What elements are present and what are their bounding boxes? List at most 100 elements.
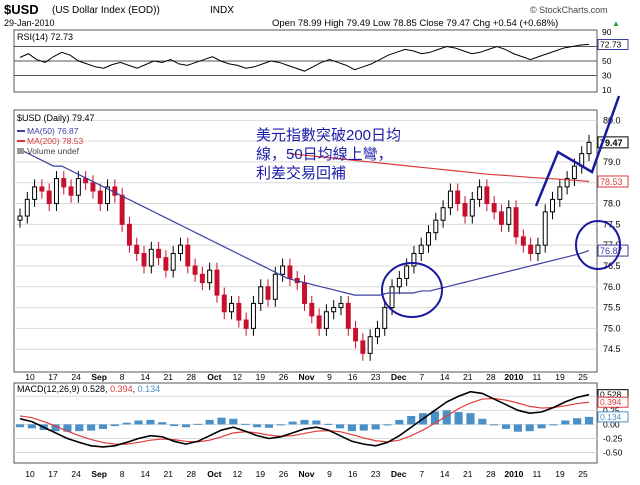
x-tick-label: 7: [419, 372, 424, 382]
candle-body: [17, 215, 23, 221]
candle-body: [338, 302, 344, 309]
candle-body: [126, 223, 132, 246]
rsi-ticks: 9070503010: [602, 27, 612, 95]
volume-legend-swatch: [17, 148, 24, 154]
candle-body: [178, 244, 183, 254]
price-tick-label: 80.0: [603, 115, 621, 125]
candle-body: [105, 186, 111, 205]
macd-hist-bar: [217, 417, 226, 425]
candle-body: [156, 248, 162, 259]
macd-line: [19, 390, 590, 448]
x-tick-label: 28: [187, 469, 197, 479]
macd-hist-bar: [27, 424, 36, 429]
macd-hist-bar: [264, 424, 274, 428]
rsi-grid: [14, 46, 597, 76]
x-tick-label: 8: [120, 372, 125, 382]
x-tick-label: 25: [578, 469, 588, 479]
candle-body: [323, 311, 329, 329]
price-panel: 80.079.579.078.578.077.577.076.576.075.5…: [13, 95, 629, 373]
macd-legend: MACD(12,26,9) 0.528, 0.394, 0.134: [17, 384, 160, 394]
price-tick-label: 76.0: [603, 282, 621, 292]
brand-label[interactable]: © StockCharts.com: [530, 5, 608, 15]
candle-body: [433, 219, 439, 234]
candle-body: [462, 203, 468, 217]
candle-body: [367, 336, 373, 354]
macd-hist-bar: [87, 424, 96, 431]
candle-body: [506, 207, 512, 225]
macd-hist-bar: [288, 421, 297, 425]
candle-body: [90, 182, 96, 192]
candle-body: [192, 265, 198, 275]
x-tick-label: 21: [164, 469, 174, 479]
candle-body: [243, 319, 249, 329]
macd-tag-box: [597, 396, 629, 408]
x-tick-label: 2010: [504, 469, 523, 479]
candle-body: [469, 198, 475, 217]
macd-tick-label: -0.50: [603, 448, 623, 458]
candle-body: [484, 186, 490, 205]
rsi-line: [19, 43, 590, 72]
x-tick-label: 14: [140, 372, 150, 382]
candle-body: [221, 294, 227, 313]
x-tick-label: 24: [71, 372, 81, 382]
candle-body: [353, 327, 359, 342]
x-tick-label: 25: [578, 372, 588, 382]
macd-hist-bar: [205, 419, 214, 425]
macd-hist-bar: [229, 418, 238, 425]
candle-body: [236, 302, 242, 321]
x-tick-label: Oct: [207, 372, 221, 382]
candle-body: [280, 265, 286, 275]
rsi-panel: RSI(14) 72.73 9070503010 72.73: [13, 27, 629, 95]
x-tick-label: 11: [533, 469, 542, 479]
candle-body: [557, 186, 563, 200]
x-tick-label: 24: [71, 469, 81, 479]
macd-hist-bar: [324, 423, 333, 425]
breakout-circle: [381, 262, 443, 318]
symbol-title: $USD: [4, 2, 39, 17]
macd-hist-bar: [584, 416, 594, 425]
macd-hist-bar: [158, 422, 167, 425]
macd-tick-label: 0.25: [603, 405, 620, 415]
ohlc-readout: Open 78.99 High 79.49 Low 78.85 Close 79…: [272, 18, 558, 29]
macd-hist-bar: [442, 410, 451, 425]
candle-body: [185, 244, 191, 267]
annotation-line-2: 線，50日均線上彎，: [256, 146, 393, 163]
x-tick-label: 26: [279, 372, 289, 382]
x-tick-label: Dec: [391, 372, 407, 382]
x-tick-label: 21: [463, 372, 473, 382]
candle-body: [542, 211, 548, 246]
candle-body: [411, 252, 417, 267]
macd-hist-bar: [122, 422, 131, 425]
candle-body: [163, 257, 169, 271]
macd-hist-bar: [383, 424, 392, 426]
symbol-name: (US Dollar Index (EOD)): [52, 5, 160, 16]
candle-body: [440, 207, 446, 221]
candle-body: [382, 307, 388, 329]
macd-tag-label: 0.528: [600, 390, 622, 400]
candle-body: [396, 277, 402, 288]
x-tick-label: 14: [440, 469, 450, 479]
x-tick-label: 14: [440, 372, 450, 382]
macd-hist-bar: [430, 411, 439, 425]
macd-hist-bar: [466, 413, 475, 425]
macd-hist-bar: [359, 424, 368, 431]
x-tick-label: 10: [25, 372, 35, 382]
macd-hist-bar: [146, 419, 155, 425]
macd-legend-hist: 0.134: [138, 384, 161, 394]
macd-tag-label: 0.394: [600, 397, 622, 407]
macd-hist-bar: [75, 424, 84, 432]
x-tick-label: 21: [463, 469, 473, 479]
price-tick-label: 78.0: [603, 199, 621, 209]
x-tick-label: 19: [256, 372, 266, 382]
rsi-value-tag: 72.73: [597, 39, 629, 51]
rsi-legend: RSI(14) 72.73: [17, 32, 73, 42]
x-tick-label: 7: [419, 469, 424, 479]
candle-body: [148, 248, 154, 267]
macd-tag-box: [597, 411, 629, 423]
rsi-lines: [19, 43, 590, 72]
x-tick-label: 12: [233, 372, 243, 382]
x-tick-label: 16: [348, 469, 358, 479]
x-tick-label: 8: [120, 469, 125, 479]
candle-body: [535, 244, 541, 254]
macd-hist-bar: [63, 424, 72, 432]
